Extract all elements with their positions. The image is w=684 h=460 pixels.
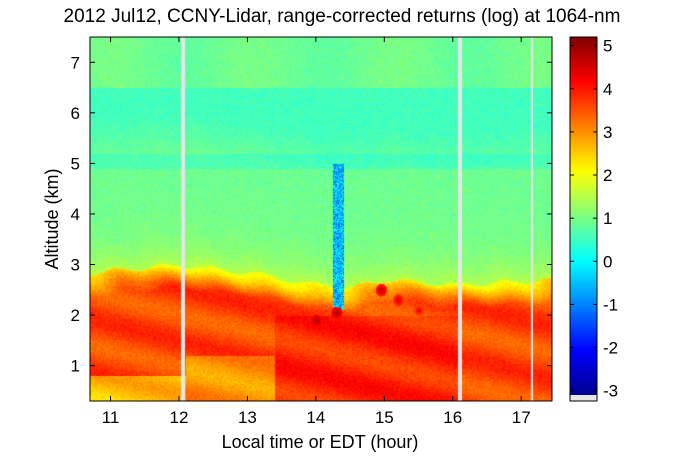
x-tick-label: 11 xyxy=(102,408,120,427)
colorbar-frame xyxy=(569,36,598,402)
y-tick-label: 5 xyxy=(71,154,80,173)
chart-title: 2012 Jul12, CCNY-Lidar, range-corrected … xyxy=(64,6,621,27)
colorbar-tick-label: 4 xyxy=(603,80,612,99)
x-tick-label: 17 xyxy=(512,408,531,427)
colorbar-tick-label: -3 xyxy=(603,382,618,401)
x-tick-label: 12 xyxy=(170,408,189,427)
colorbar-tick-label: -2 xyxy=(603,339,618,358)
y-tick-label: 4 xyxy=(71,205,80,224)
x-axis-ticks: 11 12 13 14 15 16 17 xyxy=(102,37,531,427)
x-tick-label: 16 xyxy=(443,408,462,427)
colorbar-tick-label: 0 xyxy=(603,252,612,271)
colorbar-tick-label: 2 xyxy=(603,166,612,185)
y-tick-label: 6 xyxy=(71,104,80,123)
y-axis-label: Altitude (km) xyxy=(42,168,62,269)
colorbar: 5 4 3 2 1 0 -1 -2 -3 xyxy=(569,36,618,402)
y-tick-label: 2 xyxy=(71,306,80,325)
heatmap-image xyxy=(90,37,552,401)
colorbar-tick-label: 3 xyxy=(603,123,612,142)
colorbar-gradient xyxy=(570,37,597,395)
colorbar-ticks: 5 4 3 2 1 0 -1 -2 -3 xyxy=(570,37,618,401)
y-tick-label: 7 xyxy=(71,53,80,72)
x-tick-label: 14 xyxy=(306,408,325,427)
y-axis-ticks: 1 2 3 4 5 6 7 xyxy=(71,53,552,376)
colorbar-nodata-swatch xyxy=(570,395,597,401)
colorbar-tick-label: -1 xyxy=(603,295,618,314)
colorbar-tick-label: 1 xyxy=(603,209,612,228)
y-tick-label: 1 xyxy=(71,357,80,376)
plot-frame xyxy=(89,36,553,402)
x-tick-label: 15 xyxy=(375,408,394,427)
x-axis-label: Local time or EDT (hour) xyxy=(222,432,419,452)
colorbar-tick-label: 5 xyxy=(603,37,612,56)
x-tick-label: 13 xyxy=(238,408,257,427)
y-tick-label: 3 xyxy=(71,256,80,275)
